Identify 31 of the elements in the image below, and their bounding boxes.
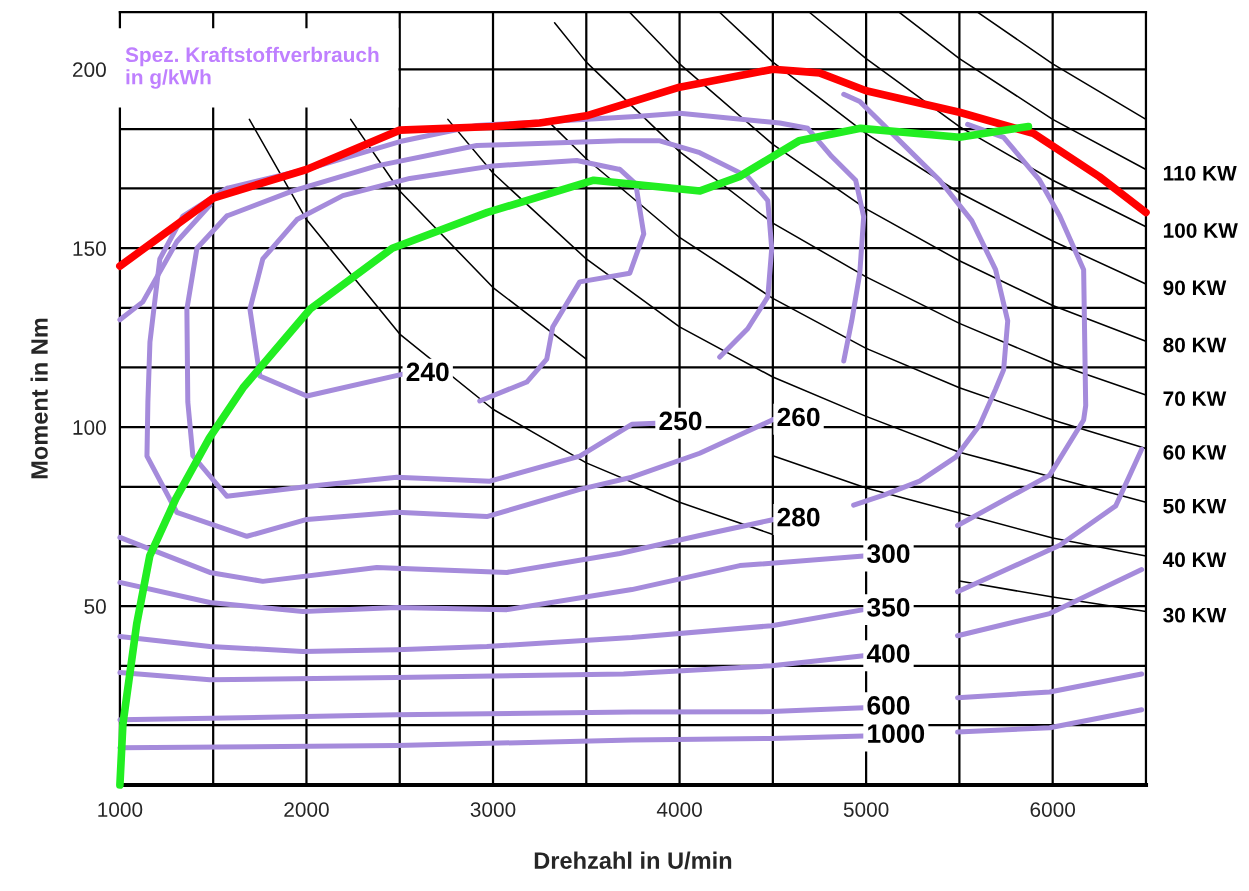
series-label: 60 KW <box>1163 444 1227 460</box>
series-label: 300 <box>867 544 910 564</box>
x-axis-title: Drehzahl in U/min <box>534 851 732 870</box>
x-tick-label: 4000 <box>656 802 702 817</box>
y-tick-label: 50 <box>84 599 106 614</box>
series-label: 110 KW <box>1163 165 1237 181</box>
series-label: 80 KW <box>1163 337 1227 353</box>
series-label: 70 KW <box>1163 391 1227 407</box>
series-label: 50 KW <box>1163 498 1227 514</box>
y-tick-label: 200 <box>73 62 106 78</box>
series-label: 350 <box>867 598 910 617</box>
series-label: 400 <box>866 644 910 663</box>
x-tick-label: 5000 <box>843 802 889 817</box>
series-label: 40 KW <box>1162 552 1227 568</box>
series-label: 1000 <box>868 724 925 744</box>
series-label: 30 KW <box>1163 607 1227 623</box>
x-tick-label: 1000 <box>98 802 143 817</box>
series-label: 600 <box>867 696 910 715</box>
annotation: Spez. Kraftstoffverbrauch in g/kWh <box>125 46 379 89</box>
x-tick-label: 6000 <box>1030 802 1076 817</box>
series-label: 100 KW <box>1163 223 1238 238</box>
series-label: 240 <box>406 362 449 382</box>
x-tick-label: 2000 <box>284 802 329 817</box>
series-label: 260 <box>777 407 820 427</box>
series-label: 280 <box>777 507 820 527</box>
x-tick-label: 3000 <box>470 802 516 817</box>
y-tick-label: 100 <box>73 420 106 435</box>
series-label: 90 KW <box>1163 280 1227 296</box>
series-label: 250 <box>659 411 702 431</box>
y-axis-title: Moment in Nm <box>30 318 48 479</box>
y-tick-label: 150 <box>73 241 106 256</box>
